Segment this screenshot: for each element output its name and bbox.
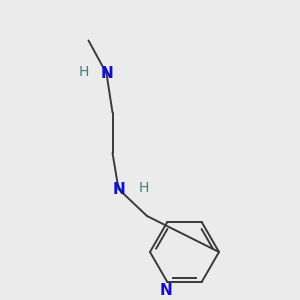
Text: N: N [112,182,125,196]
Text: H: H [79,65,89,79]
Text: H: H [139,181,149,194]
Text: N: N [159,284,172,298]
Text: N: N [100,66,113,81]
